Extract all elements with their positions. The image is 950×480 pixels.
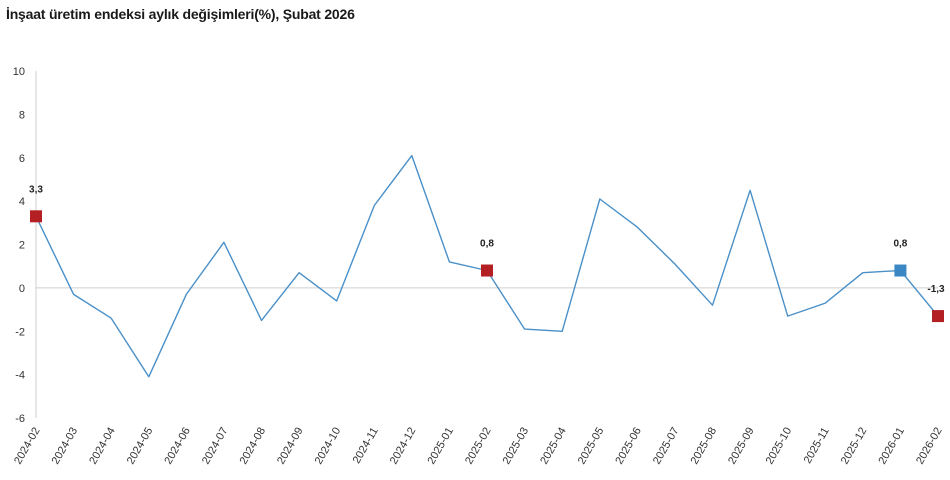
x-tick-label: 2025-03 — [501, 426, 532, 467]
x-tick-label: 2024-03 — [50, 426, 81, 467]
data-marker — [894, 264, 907, 277]
data-label: -1,3 — [927, 284, 945, 295]
x-tick-label: 2025-11 — [802, 426, 832, 466]
x-tick-label: 2025-10 — [764, 426, 795, 467]
data-marker — [932, 310, 944, 323]
x-tick-label: 2024-02 — [12, 426, 43, 467]
data-label: 0,8 — [893, 239, 907, 250]
y-tick-label: 8 — [19, 109, 25, 121]
y-tick-label: 6 — [19, 153, 25, 165]
x-tick-label: 2024-11 — [351, 426, 381, 466]
x-tick-label: 2025-08 — [689, 426, 720, 467]
x-tick-label: 2025-12 — [839, 426, 870, 467]
y-tick-label: -2 — [15, 326, 25, 338]
x-tick-label: 2024-09 — [275, 426, 306, 467]
data-marker — [481, 264, 493, 277]
y-tick-label: 10 — [13, 66, 25, 78]
data-label: 3,3 — [29, 184, 43, 195]
y-tick-label: -6 — [15, 413, 25, 425]
x-tick-label: 2024-07 — [200, 426, 231, 467]
data-label: 0,8 — [480, 239, 494, 250]
chart-title: İnşaat üretim endeksi aylık değişimleri(… — [6, 6, 355, 22]
x-tick-label: 2025-02 — [463, 426, 494, 467]
data-marker — [30, 210, 42, 223]
x-tick-label: 2024-05 — [125, 426, 156, 467]
x-tick-label: 2025-05 — [576, 426, 607, 467]
x-tick-label: 2026-01 — [876, 426, 907, 467]
x-tick-label: 2024-10 — [313, 426, 344, 467]
x-tick-label: 2025-09 — [726, 426, 757, 467]
x-tick-label: 2024-04 — [87, 426, 118, 467]
x-tick-label: 2024-08 — [238, 426, 269, 467]
x-tick-label: 2025-06 — [613, 426, 644, 467]
x-tick-label: 2025-07 — [651, 426, 682, 467]
x-tick-label: 2025-04 — [538, 426, 569, 467]
y-tick-label: 2 — [19, 240, 25, 252]
x-tick-label: 2025-01 — [425, 426, 456, 467]
y-tick-label: -4 — [15, 370, 25, 382]
x-tick-label: 2026-02 — [914, 426, 945, 467]
y-tick-label: 0 — [19, 283, 25, 295]
x-tick-label: 2024-06 — [162, 426, 193, 467]
x-tick-label: 2024-12 — [388, 426, 419, 467]
y-tick-label: 4 — [19, 196, 25, 208]
